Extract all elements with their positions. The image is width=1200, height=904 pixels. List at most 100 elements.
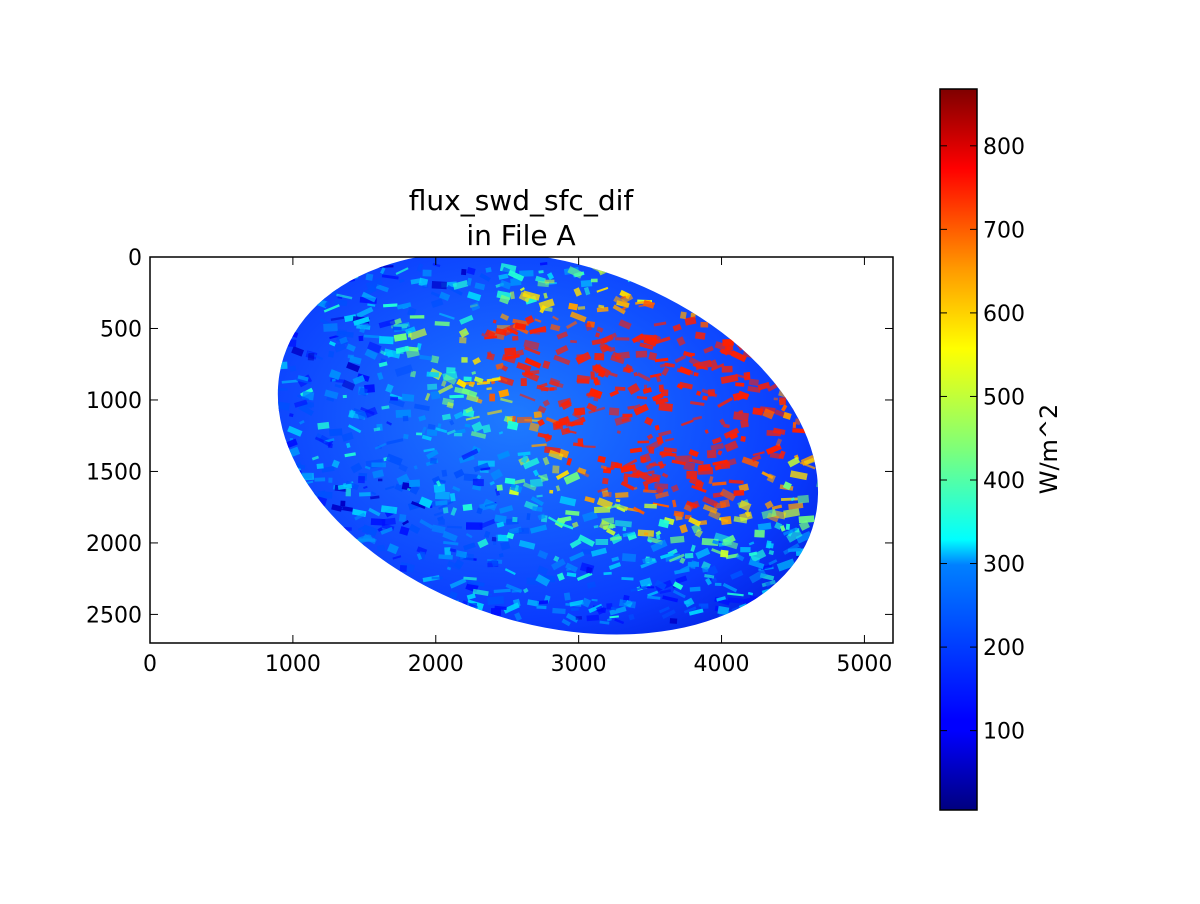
disk-texture-patch: [584, 322, 593, 332]
disk-texture-patch: [786, 529, 803, 543]
disk-texture-patch: [549, 489, 554, 494]
disk-texture-patch: [737, 390, 750, 401]
disk-texture-patch: [432, 262, 441, 268]
disk-texture-patch: [532, 469, 539, 477]
disk-texture-patch: [514, 612, 522, 621]
disk-texture-patch: [452, 485, 461, 492]
disk-texture-patch: [735, 373, 749, 380]
disk-texture-patch: [516, 362, 532, 373]
disk-texture-patch: [498, 505, 514, 514]
disk-texture-patch: [479, 273, 491, 282]
disk-texture-patch: [782, 481, 792, 491]
disk-texture-patch: [768, 550, 775, 556]
disk-texture-patch: [408, 523, 421, 535]
y-tick-label: 0: [128, 246, 142, 271]
disk-texture-patch: [614, 462, 623, 469]
disk-texture-patch: [498, 375, 515, 386]
disk-texture-patch: [377, 527, 383, 532]
disk-texture-patch: [516, 416, 533, 424]
disk-texture-patch: [373, 427, 381, 432]
disk-texture-patch: [311, 455, 320, 461]
disk-texture-patch: [352, 407, 367, 418]
disk-texture-patch: [689, 586, 701, 592]
disk-texture-patch: [724, 440, 739, 453]
plot-frame: [149, 256, 894, 644]
disk-texture-patch: [532, 506, 543, 512]
disk-texture-patch: [537, 474, 549, 481]
disk-texture-patch: [483, 530, 491, 538]
disk-texture-patch: [502, 266, 511, 274]
disk-texture-patch: [654, 357, 669, 363]
disk-texture-patch: [331, 504, 343, 512]
disk-texture-patch: [647, 590, 659, 597]
disk-texture-patch: [647, 470, 655, 475]
disk-texture-patch: [600, 465, 607, 470]
disk-texture-patch: [559, 522, 574, 530]
disk-texture-patch: [577, 467, 587, 475]
disk-texture-patch: [524, 357, 542, 369]
disk-texture-patch: [359, 323, 370, 330]
disk-texture-patch: [505, 583, 523, 594]
disk-texture-patch: [658, 518, 670, 529]
disk-texture-patch: [673, 510, 685, 518]
disk-texture-patch: [721, 365, 733, 373]
disk-texture-patch: [609, 535, 622, 541]
disk-texture-patch: [331, 459, 340, 469]
disk-texture-patch: [658, 429, 672, 437]
disk-texture-patch: [404, 326, 416, 335]
disk-texture-patch: [466, 393, 479, 403]
disk-texture-patch: [594, 353, 605, 361]
disk-texture-patch: [350, 462, 363, 474]
disk-texture-patch: [717, 396, 734, 408]
disk-texture-patch: [465, 532, 473, 539]
disk-texture-patch: [782, 527, 798, 536]
disk-texture-patch: [726, 345, 732, 351]
disk-texture-patch: [479, 469, 489, 473]
disk-texture-patch: [466, 291, 482, 302]
disk-texture-patch: [618, 319, 632, 330]
disk-texture-patch: [773, 397, 778, 401]
disk-texture-patch: [656, 435, 664, 445]
disk-texture-patch: [441, 413, 452, 421]
disk-texture-patch: [650, 539, 668, 553]
disk-texture-patch: [329, 334, 339, 340]
disk-texture-patch: [658, 460, 665, 469]
disk-texture-patch: [334, 299, 348, 307]
x-tick-label: 5000: [836, 652, 892, 677]
disk-texture-patch: [407, 500, 422, 511]
disk-texture-patch: [380, 526, 393, 535]
disk-texture-patch: [385, 383, 394, 394]
disk-texture-patch: [378, 335, 394, 345]
disk-texture-patch: [433, 511, 444, 517]
disk-texture-patch: [692, 415, 703, 421]
disk-texture-patch: [765, 581, 772, 588]
disk-texture-patch: [361, 291, 377, 303]
disk-texture-patch: [566, 572, 577, 578]
disk-texture-patch: [453, 433, 463, 437]
disk-texture-patch: [728, 479, 744, 485]
disk-texture-patch: [394, 364, 414, 377]
disk-texture-patch: [588, 603, 603, 614]
disk-texture-patch: [395, 345, 410, 354]
disk-texture-patch: [376, 544, 386, 552]
disk-texture-patch: [716, 596, 726, 602]
disk-texture-patch: [783, 508, 800, 519]
disk-texture-patch: [694, 331, 706, 340]
disk-texture-patch: [504, 568, 516, 576]
disk-texture-patch: [689, 500, 700, 510]
disk-texture-patch: [416, 432, 423, 436]
disk-texture-patch: [655, 491, 669, 500]
disk-texture-patch: [356, 306, 374, 319]
disk-texture-patch: [653, 321, 667, 327]
disk-texture-patch: [519, 270, 534, 277]
disk-texture-patch: [722, 582, 738, 593]
disk-texture-patch: [500, 541, 511, 551]
disk-texture-patch: [701, 388, 718, 398]
disk-texture-patch: [690, 560, 697, 570]
disk-texture-patch: [588, 406, 606, 414]
disk-texture-patch: [326, 396, 335, 402]
disk-texture-patch: [568, 302, 579, 311]
disk-texture-patch: [702, 495, 719, 508]
disk-texture-patch: [788, 502, 804, 510]
disk-texture-patch: [449, 591, 458, 600]
